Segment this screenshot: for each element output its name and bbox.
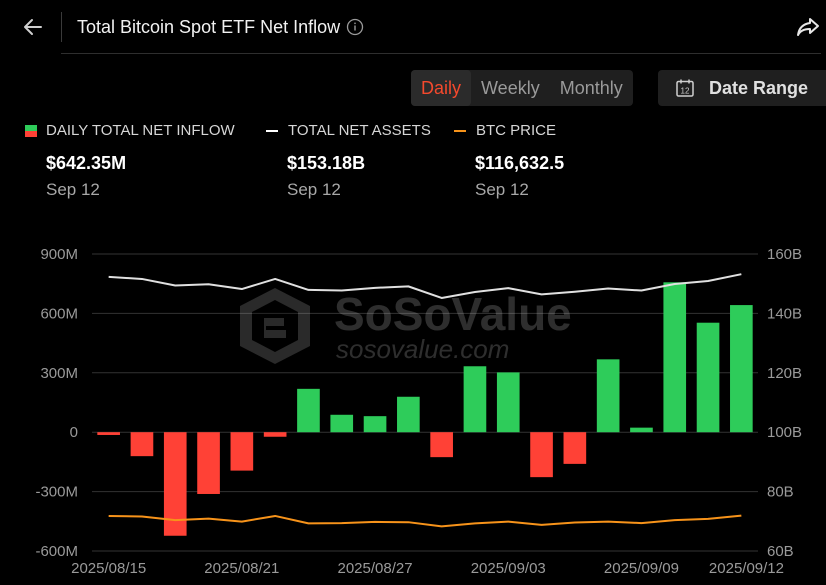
x-tick-label: 2025/08/21 — [204, 560, 279, 577]
right-tick-label: 100B — [767, 424, 802, 441]
back-arrow-icon[interactable] — [20, 14, 46, 40]
bar-2025/08/27[interactable] — [363, 416, 387, 433]
bar-2025/08/29[interactable] — [430, 432, 453, 458]
svg-text:12: 12 — [681, 87, 690, 96]
left-tick-label: 300M — [40, 365, 78, 382]
watermark: SoSoValue sosovalue.com — [240, 288, 572, 364]
date-range-button[interactable]: 12 Date Range — [658, 70, 826, 106]
x-tick-label: 2025/08/15 — [71, 560, 146, 577]
tab-monthly[interactable]: Monthly — [559, 78, 623, 98]
x-tick-label: 2025/08/27 — [338, 560, 413, 577]
bar-2025/08/20[interactable] — [197, 432, 220, 494]
date-range-label: Date Range — [709, 77, 809, 98]
bar-2025/09/05[interactable] — [563, 432, 587, 464]
left-tick-label: 0 — [70, 424, 78, 441]
net-assets-line — [108, 273, 742, 299]
left-tick-label: -600M — [35, 543, 78, 560]
bar-2025/09/04[interactable] — [530, 432, 553, 478]
bar-2025/08/26[interactable] — [330, 414, 354, 433]
info-icon[interactable] — [346, 18, 364, 36]
btc-price-line — [108, 514, 742, 528]
left-tick-label: -300M — [35, 484, 78, 501]
bar-2025/08/28[interactable] — [397, 396, 420, 433]
x-tick-label: 2025/09/09 — [604, 560, 679, 577]
right-tick-label: 120B — [767, 365, 802, 382]
x-tick-label: 2025/09/12 — [709, 560, 784, 577]
share-icon[interactable] — [796, 16, 820, 38]
page-title: Total Bitcoin Spot ETF Net Inflow — [77, 17, 341, 37]
bar-2025/09/12[interactable] — [730, 305, 753, 433]
legend-net-assets: TOTAL NET ASSETS $153.18B Sep 12 — [264, 122, 431, 200]
bar-2025/08/25[interactable] — [297, 388, 320, 433]
calendar-icon: 12 — [676, 79, 694, 97]
tab-weekly[interactable]: Weekly — [481, 78, 540, 98]
legend-value: $153.18B — [287, 153, 366, 173]
bar-2025/09/11[interactable] — [696, 322, 720, 433]
bar-2025/09/08[interactable] — [596, 359, 620, 433]
right-tick-label: 160B — [767, 246, 802, 263]
right-tick-label: 80B — [767, 484, 794, 501]
bar-2025/09/03[interactable] — [496, 372, 520, 433]
line-swatch-icon — [454, 129, 466, 132]
legend-value: $116,632.5 — [475, 153, 565, 173]
x-tick-label: 2025/09/03 — [471, 560, 546, 577]
header-rule — [61, 53, 821, 54]
legend-btc-price: BTC PRICE $116,632.5 Sep 12 — [452, 122, 564, 200]
legend-date: Sep 12 — [475, 180, 529, 199]
bar-2025/08/22[interactable] — [263, 432, 287, 437]
legend-label: DAILY TOTAL NET INFLOW — [46, 122, 235, 139]
bar-2025/08/21[interactable] — [230, 432, 254, 471]
tab-daily[interactable]: Daily — [411, 70, 472, 106]
bar-2025/09/09[interactable] — [630, 427, 653, 433]
legend-label: TOTAL NET ASSETS — [288, 122, 431, 139]
bar-2025/08/19[interactable] — [163, 432, 187, 536]
line-swatch-icon — [266, 129, 278, 132]
bar-2025/09/02[interactable] — [463, 366, 487, 433]
header-bar: Total Bitcoin Spot ETF Net Inflow — [0, 0, 826, 54]
period-tabs: Daily Weekly Monthly — [411, 70, 633, 106]
bar-2025/08/18[interactable] — [130, 432, 154, 457]
left-tick-label: 600M — [40, 305, 78, 322]
header-divider — [61, 12, 62, 42]
legend-date: Sep 12 — [46, 180, 100, 199]
left-tick-label: 900M — [40, 246, 78, 263]
legend-date: Sep 12 — [287, 180, 341, 199]
watermark-url: sosovalue.com — [336, 334, 509, 364]
right-tick-label: 60B — [767, 543, 794, 560]
bar-2025/09/10[interactable] — [663, 282, 687, 433]
legend-net-inflow: DAILY TOTAL NET INFLOW $642.35M Sep 12 — [22, 122, 235, 200]
legend-label: BTC PRICE — [476, 122, 557, 139]
bar-2025/08/15[interactable] — [97, 432, 120, 435]
right-tick-label: 140B — [767, 305, 802, 322]
bar-swatch-icon — [25, 124, 37, 137]
legend-value: $642.35M — [46, 153, 127, 173]
